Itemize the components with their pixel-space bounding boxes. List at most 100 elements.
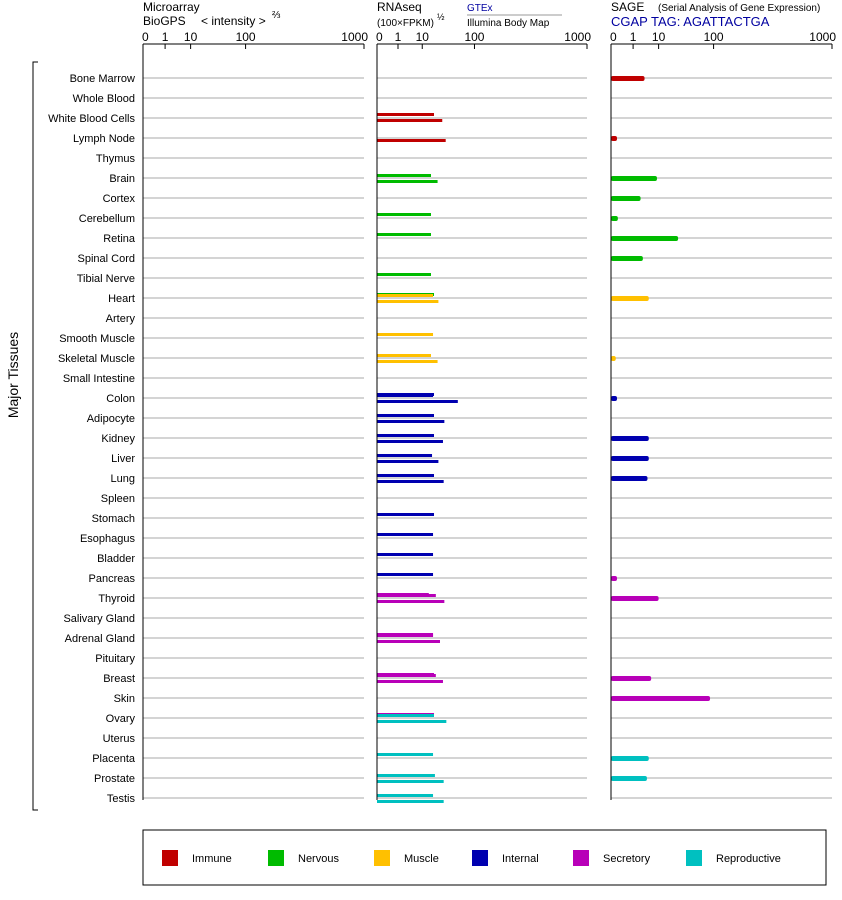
rnaseq-ibm-bar xyxy=(377,780,444,783)
microarray-tick-label: 1 xyxy=(162,30,169,44)
sage-bar xyxy=(611,76,645,81)
rnaseq-gtex-bar xyxy=(377,113,435,116)
axes-layer: 0 1 10 100 1000 0 1 10 100 1000 0 1 10 100 1000 xyxy=(142,30,836,800)
rnaseq-gtex-bar xyxy=(377,354,431,357)
rnaseq-ibm-bar xyxy=(377,420,445,423)
rnaseq-gtex-bar xyxy=(377,454,433,457)
rnaseq-gtex-bar xyxy=(377,594,436,597)
tissue-label: Thymus xyxy=(96,153,136,165)
microarray-scale-label: < intensity > xyxy=(201,14,266,28)
tissue-label: Stomach xyxy=(92,513,135,525)
microarray-scale-exponent: ⅔ xyxy=(272,10,281,21)
rnaseq-ibm-bar xyxy=(377,300,439,303)
tissue-label: Adipocyte xyxy=(87,413,135,425)
tissue-label: Tibial Nerve xyxy=(77,273,135,285)
sage-bar xyxy=(611,356,616,361)
tissue-label: Spinal Cord xyxy=(78,253,135,265)
tissue-label: Thyroid xyxy=(98,593,135,605)
legend-swatch-immune xyxy=(162,850,178,866)
tissue-label: Cerebellum xyxy=(79,213,135,225)
rnaseq-gtex-bar xyxy=(377,533,434,536)
tissue-labels-layer: Bone Marrow Whole Blood White Blood Cells L… xyxy=(48,73,136,805)
sage-bar xyxy=(611,596,659,601)
legend-label-internal: Internal xyxy=(502,853,539,865)
rnaseq-gtex-bar xyxy=(377,174,431,177)
sage-bar xyxy=(611,436,649,441)
tissue-label: Brain xyxy=(109,173,135,185)
rnaseq-gtex-bar xyxy=(377,273,431,276)
sage-title: SAGE xyxy=(611,0,644,14)
y-axis-label: Major Tissues xyxy=(5,332,21,418)
rnaseq-gtex-bar xyxy=(377,513,435,516)
biogps-title: BioGPS xyxy=(143,14,186,28)
microarray-tick-label: 1000 xyxy=(341,30,368,44)
sage-tick-label: 10 xyxy=(652,30,666,44)
rnaseq-ibm-bar xyxy=(377,360,438,363)
tissue-label: Heart xyxy=(108,293,135,305)
legend-label-secretory: Secretory xyxy=(603,853,651,865)
tissue-label: Adrenal Gland xyxy=(65,633,135,645)
tissue-label: Lung xyxy=(111,473,135,485)
microarray-title: Microarray xyxy=(143,0,200,14)
sage-bar xyxy=(611,476,648,481)
tissue-label: Esophagus xyxy=(80,533,136,545)
sage-tick-label: 1 xyxy=(630,30,637,44)
rnaseq-gtex-bar xyxy=(377,213,431,216)
tissue-label: Lymph Node xyxy=(73,133,135,145)
tissue-label: Prostate xyxy=(94,773,135,785)
tissue-label: Breast xyxy=(103,673,135,685)
legend-swatch-internal xyxy=(472,850,488,866)
rnaseq-scale-exponent: ½ xyxy=(437,12,445,22)
tissue-label: Kidney xyxy=(101,433,135,445)
tissue-label: Artery xyxy=(106,313,136,325)
tissue-label: Testis xyxy=(107,793,136,805)
gtex-source-label: GTEx xyxy=(467,3,493,14)
rnaseq-gtex-bar xyxy=(377,434,435,437)
sage-tick-label: 100 xyxy=(704,30,724,44)
rnaseq-ibm-bar xyxy=(377,680,443,683)
rnaseq-tick-label: 100 xyxy=(464,30,484,44)
rnaseq-ibm-bar xyxy=(377,720,447,723)
rnaseq-gtex-bar xyxy=(377,753,434,756)
rnaseq-gtex-bar xyxy=(377,294,434,297)
rnaseq-gtex-bar xyxy=(377,394,434,397)
rnaseq-tick-label: 1000 xyxy=(564,30,591,44)
sage-bar xyxy=(611,696,711,701)
legend-label-nervous: Nervous xyxy=(298,853,339,865)
sage-bar xyxy=(611,396,617,401)
tissue-label: Bladder xyxy=(97,553,135,565)
tissue-label: Pituitary xyxy=(95,653,135,665)
sage-bar xyxy=(611,456,649,461)
rnaseq-gtex-bar xyxy=(377,794,434,797)
rnaseq-ibm-bar xyxy=(377,460,439,463)
tissue-label: Pancreas xyxy=(89,573,136,585)
tissue-label: Cortex xyxy=(103,193,136,205)
tissue-label: Skeletal Muscle xyxy=(58,353,135,365)
rnaseq-gtex-bar xyxy=(377,774,435,777)
rnaseq-gtex-bar xyxy=(377,474,435,477)
rnaseq-ibm-bar xyxy=(377,800,444,803)
grid-layer xyxy=(143,77,832,799)
microarray-tick-label: 100 xyxy=(236,30,256,44)
sage-bar xyxy=(611,176,657,181)
sage-tag: CGAP TAG: AGATTACTGA xyxy=(611,14,770,29)
sage-tick-label: 0 xyxy=(610,30,617,44)
rnaseq-gtex-bar xyxy=(377,573,434,576)
sage-bar xyxy=(611,216,618,221)
tissue-label: Spleen xyxy=(101,493,135,505)
rnaseq-ibm-bar xyxy=(377,600,445,603)
sage-bar xyxy=(611,776,647,781)
sage-bar xyxy=(611,256,643,261)
rnaseq-tick-label: 0 xyxy=(376,30,383,44)
tissue-bracket xyxy=(32,61,38,811)
bars-layer xyxy=(377,76,711,803)
legend-label-muscle: Muscle xyxy=(404,853,439,865)
sage-bar xyxy=(611,236,679,241)
sage-tick-label: 1000 xyxy=(809,30,836,44)
rnaseq-ibm-bar xyxy=(377,180,438,183)
tissue-label: Ovary xyxy=(106,713,136,725)
tissue-label: Skin xyxy=(114,693,135,705)
rnaseq-ibm-bar xyxy=(377,640,440,643)
rnaseq-tick-label: 1 xyxy=(395,30,402,44)
rnaseq-title: RNAseq xyxy=(377,0,422,14)
